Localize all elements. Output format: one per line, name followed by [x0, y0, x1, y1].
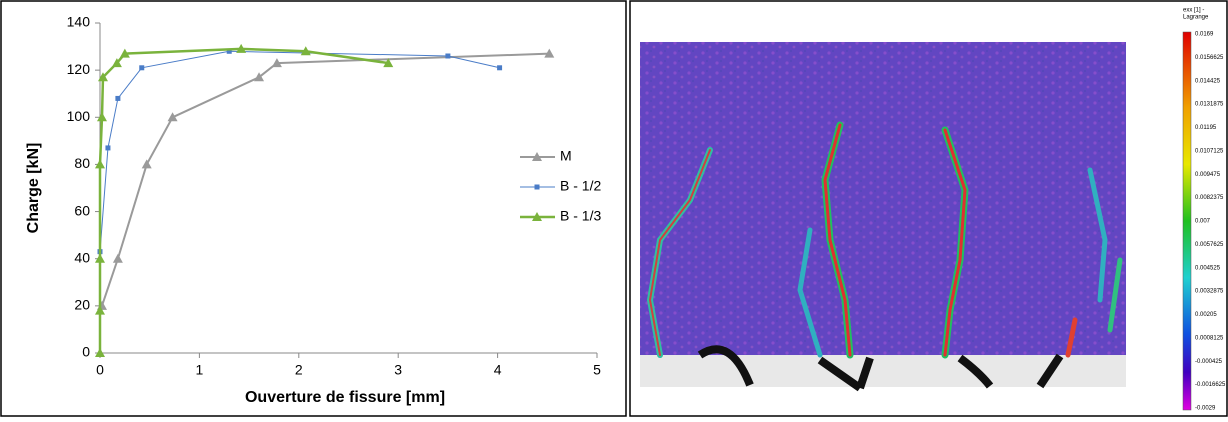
- colorbar-tick-label: 0.01195: [1195, 125, 1217, 131]
- marker: [445, 53, 451, 59]
- colorbar-tick-label: 0.0032875: [1195, 289, 1224, 295]
- marker: [115, 95, 121, 101]
- colorbar-tick-label: -0.000425: [1195, 359, 1223, 365]
- colorbar-tick-label: 0.0082375: [1195, 195, 1224, 201]
- marker: [383, 58, 394, 68]
- marker: [96, 112, 107, 122]
- marker: [271, 58, 282, 68]
- marker: [534, 184, 540, 190]
- colorbar-tick-label: 0.0008125: [1195, 335, 1224, 341]
- marker: [119, 48, 130, 58]
- legend-label: B - 1/2: [560, 178, 601, 194]
- legend-label: M: [560, 148, 572, 164]
- marker: [254, 72, 265, 82]
- y-tick-label: 40: [74, 249, 90, 265]
- y-tick-label: 120: [67, 61, 91, 77]
- x-tick-label: 0: [96, 362, 104, 378]
- marker: [112, 253, 123, 263]
- dic-image: [640, 42, 1126, 392]
- y-tick-label: 0: [82, 344, 90, 360]
- y-tick-label: 20: [74, 297, 90, 313]
- marker: [139, 65, 145, 71]
- left-panel-border: [0, 0, 627, 417]
- marker: [105, 145, 111, 151]
- marker: [141, 159, 152, 169]
- colorbar-title: exx [1] -: [1183, 8, 1204, 14]
- marker: [111, 58, 122, 68]
- colorbar-tick-label: 0.004525: [1195, 265, 1221, 271]
- marker: [95, 159, 105, 169]
- marker: [167, 112, 178, 122]
- series-line: [99, 50, 500, 252]
- x-tick-label: 1: [196, 362, 204, 378]
- colorbar-tick-label: 0.0156625: [1195, 55, 1224, 61]
- colorbar-tick-label: 0.014425: [1195, 78, 1221, 84]
- series-line: [98, 47, 389, 353]
- marker: [236, 43, 247, 53]
- colorbar-tick-label: 0.0131875: [1195, 102, 1224, 108]
- marker: [95, 348, 105, 357]
- y-tick-label: 100: [67, 108, 91, 124]
- marker: [226, 48, 232, 54]
- marker: [532, 212, 542, 221]
- colorbar-title: Lagrange: [1183, 15, 1209, 21]
- x-tick-label: 5: [593, 362, 601, 378]
- colorbar: [1182, 31, 1192, 411]
- colorbar-tick-label: 0.009475: [1195, 172, 1221, 178]
- colorbar-tick-label: -0.0016625: [1195, 382, 1226, 388]
- marker: [544, 48, 555, 58]
- colorbar-tick-label: 0.00205: [1195, 312, 1217, 318]
- x-axis-title: Ouverture de fissure [mm]: [245, 389, 445, 406]
- y-tick-label: 80: [74, 155, 90, 171]
- y-tick-label: 60: [74, 202, 90, 218]
- colorbar-tick-label: -0.0029: [1195, 406, 1216, 412]
- x-tick-label: 4: [494, 362, 502, 378]
- x-tick-label: 3: [394, 362, 402, 378]
- colorbar-tick-label: 0.0169: [1195, 32, 1214, 38]
- colorbar-tick-label: 0.0107125: [1195, 148, 1224, 154]
- y-axis-title: Charge [kN]: [25, 143, 42, 234]
- right-panel-border: [629, 0, 1228, 417]
- legend-label: B - 1/3: [560, 208, 601, 224]
- marker: [532, 152, 542, 161]
- marker: [300, 46, 311, 56]
- marker: [95, 305, 105, 315]
- colorbar-tick-label: 0.0057625: [1195, 242, 1224, 248]
- colorbar-tick-label: 0.007: [1195, 219, 1211, 225]
- series-line: [101, 52, 550, 307]
- marker: [95, 253, 105, 263]
- x-tick-label: 2: [295, 362, 303, 378]
- y-tick-label: 140: [67, 14, 91, 30]
- marker: [97, 72, 108, 82]
- marker: [497, 65, 503, 71]
